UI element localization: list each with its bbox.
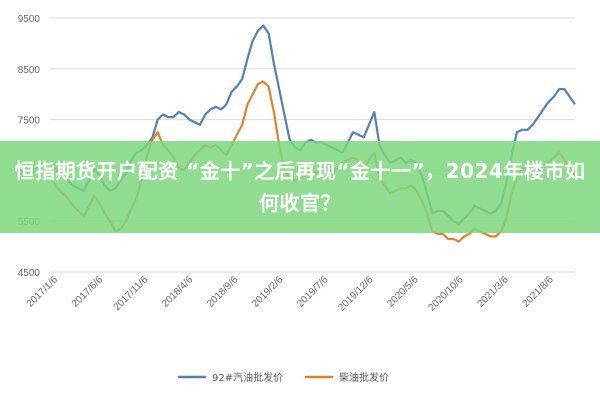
y-tick-label: 4500 <box>18 268 41 279</box>
legend-label-1: 92#汽油批发价 <box>212 371 283 384</box>
x-tick-label: 2019/7/6 <box>295 274 331 310</box>
x-tick-label: 2019/2/6 <box>250 274 286 310</box>
x-tick-label: 2021/8/6 <box>521 274 557 310</box>
x-tick-label: 2017/11/6 <box>112 274 151 313</box>
x-tick-label: 2017/1/6 <box>25 274 61 310</box>
legend-label-2: 柴油批发价 <box>339 371 389 384</box>
x-tick-label: 2020/10/6 <box>426 274 466 314</box>
headline-banner[interactable]: 恒指期货开户配资 “金十”之后再现“金十一”，2024年楼市如何收官？ <box>0 141 600 233</box>
x-tick-label: 2017/6/6 <box>70 274 106 310</box>
headline-text[interactable]: 恒指期货开户配资 “金十”之后再现“金十一”，2024年楼市如何收官？ <box>14 159 586 215</box>
x-tick-label: 2021/3/6 <box>475 274 511 310</box>
x-tick-label: 2020/5/6 <box>385 274 421 310</box>
y-tick-label: 7500 <box>18 116 41 127</box>
x-tick-label: 2018/9/6 <box>205 274 241 310</box>
x-tick-label: 2018/4/6 <box>160 274 196 310</box>
y-tick-label: 8500 <box>18 65 41 76</box>
x-tick-label: 2019/12/6 <box>336 274 376 314</box>
y-tick-label: 9500 <box>18 14 41 25</box>
